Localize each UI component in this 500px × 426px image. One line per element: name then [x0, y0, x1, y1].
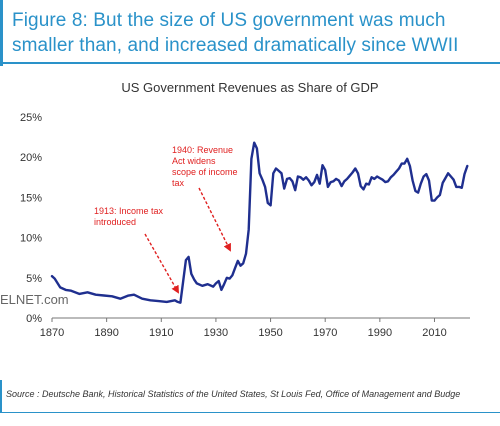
revenue-series-line — [50, 141, 469, 304]
chart-series — [50, 141, 469, 304]
figure-header: Figure 8: But the size of US government … — [0, 0, 500, 66]
x-tick-label: 1930 — [204, 327, 228, 339]
chart-annotations: 1913: Income tax introduced 1940: Revenue A… — [94, 145, 238, 294]
x-axis-labels: 1870 1890 1910 1930 1950 1970 1990 2010 — [40, 318, 447, 339]
x-tick-label: 1970 — [313, 327, 337, 339]
x-tick-label: 1870 — [40, 327, 64, 339]
source-note: Source : Deutsche Bank, Historical Stati… — [6, 389, 461, 399]
footer-accent-bar — [0, 380, 2, 413]
y-axis-labels: 0% 5% 10% 15% 20% 25% — [20, 112, 42, 325]
y-tick-label: 5% — [26, 273, 42, 285]
x-tick-label: 1990 — [368, 327, 392, 339]
annotation-arrow — [144, 233, 179, 294]
x-tick-label: 1910 — [149, 327, 173, 339]
y-tick-label: 0% — [26, 313, 42, 325]
header-divider — [0, 62, 500, 64]
y-tick-label: 10% — [20, 233, 42, 245]
figure-title: Figure 8: But the size of US government … — [12, 10, 459, 56]
x-tick-label: 1890 — [94, 327, 118, 339]
annotation-arrow — [198, 187, 231, 252]
watermark-text: ELNET.com — [0, 292, 69, 307]
footer-divider — [0, 412, 500, 413]
chart-title: US Government Revenues as Share of GDP — [121, 80, 379, 95]
annotation-label: 1913: Income tax introduced — [94, 206, 164, 227]
annotation-label: 1940: Revenue Act widens scope of income ta… — [172, 145, 238, 188]
y-tick-label: 25% — [20, 112, 42, 124]
y-tick-label: 20% — [20, 152, 42, 164]
x-tick-label: 2010 — [422, 327, 446, 339]
y-tick-label: 15% — [20, 192, 42, 204]
x-tick-label: 1950 — [258, 327, 282, 339]
